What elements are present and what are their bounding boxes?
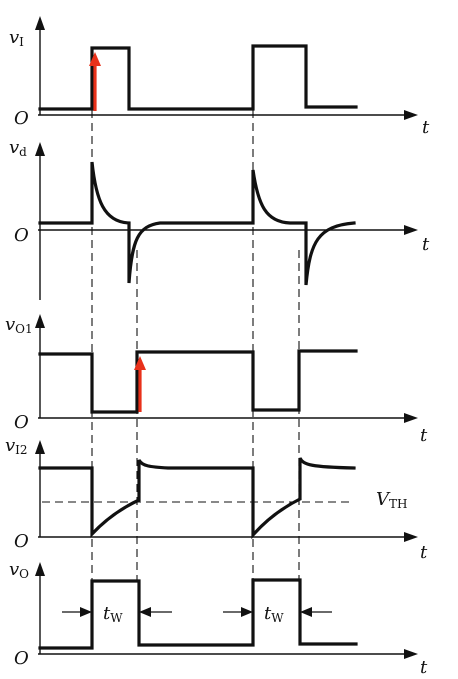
svg-text:vd: vd [9, 137, 27, 159]
vd-label-sub: d [19, 145, 27, 159]
tw1-right-arrow-head [139, 607, 151, 617]
vth-label: V [376, 489, 391, 510]
vi2-label: v [5, 435, 15, 456]
vi-time-label: t [422, 117, 430, 138]
vi-y-arrow [35, 16, 45, 30]
tw1-label: t [103, 603, 111, 624]
vo1-time-label: t [420, 425, 428, 446]
vi2-x-arrow [404, 532, 418, 542]
vo1-waveform [38, 349, 358, 414]
vo1-label: v [5, 314, 15, 335]
vi-x-arrow [404, 110, 418, 120]
tw2-right-arrow-head [300, 607, 312, 617]
vo1-x-arrow [404, 413, 418, 423]
tw2-label: t [264, 603, 272, 624]
svg-text:vO: vO [9, 559, 29, 581]
vd-label: v [9, 137, 19, 158]
svg-text:tW: tW [103, 603, 123, 625]
vo1-trigger-arrow-head [134, 356, 146, 370]
vo-label: v [9, 559, 19, 580]
svg-text:VTH: VTH [376, 489, 407, 511]
vi-label: v [9, 27, 19, 48]
svg-text:tW: tW [264, 603, 284, 625]
vo1-origin-label: O [14, 412, 29, 433]
vd-origin-label: O [14, 225, 29, 246]
vo-origin-label: O [14, 648, 29, 669]
vd-x-arrow [404, 225, 418, 235]
vi2-time-label: t [420, 542, 428, 563]
vi-trigger-arrow-head [89, 52, 101, 66]
alignment-dashes [91, 110, 300, 582]
panel-vo1: vO1 O t [5, 314, 428, 446]
vd-time-label: t [422, 234, 430, 255]
tw2-left-arrow-head [241, 607, 253, 617]
svg-text:vI: vI [9, 27, 24, 49]
panel-vo: tW tW vO O t [9, 559, 428, 678]
vi-waveform [38, 44, 358, 111]
svg-text:vO1: vO1 [5, 314, 33, 336]
vi2-y-arrow [35, 440, 45, 454]
vi-origin-label: O [14, 108, 29, 129]
vo1-y-arrow [35, 314, 45, 328]
vo-time-label: t [420, 657, 428, 678]
panel-vi2: vI2 O t VTH [5, 435, 428, 563]
svg-text:vI2: vI2 [5, 435, 28, 457]
vi2-label-sub: I2 [15, 443, 27, 457]
panel-vd: vd O t [9, 137, 430, 300]
vi-label-sub: I [19, 35, 24, 49]
vo-x-arrow [404, 649, 418, 659]
tw1-left-arrow-head [80, 607, 92, 617]
vd-y-arrow [35, 142, 45, 156]
vth-label-sub: TH [389, 497, 407, 511]
panel-vi: vI O t [9, 16, 430, 138]
vo-label-sub: O [19, 567, 29, 581]
vd-waveform [38, 161, 356, 286]
vi2-waveform [38, 457, 356, 540]
tw2-label-sub: W [271, 611, 284, 625]
vo1-label-sub: O1 [15, 322, 32, 336]
vi2-origin-label: O [14, 531, 29, 552]
tw1-label-sub: W [110, 611, 123, 625]
vo-y-arrow [35, 562, 45, 576]
